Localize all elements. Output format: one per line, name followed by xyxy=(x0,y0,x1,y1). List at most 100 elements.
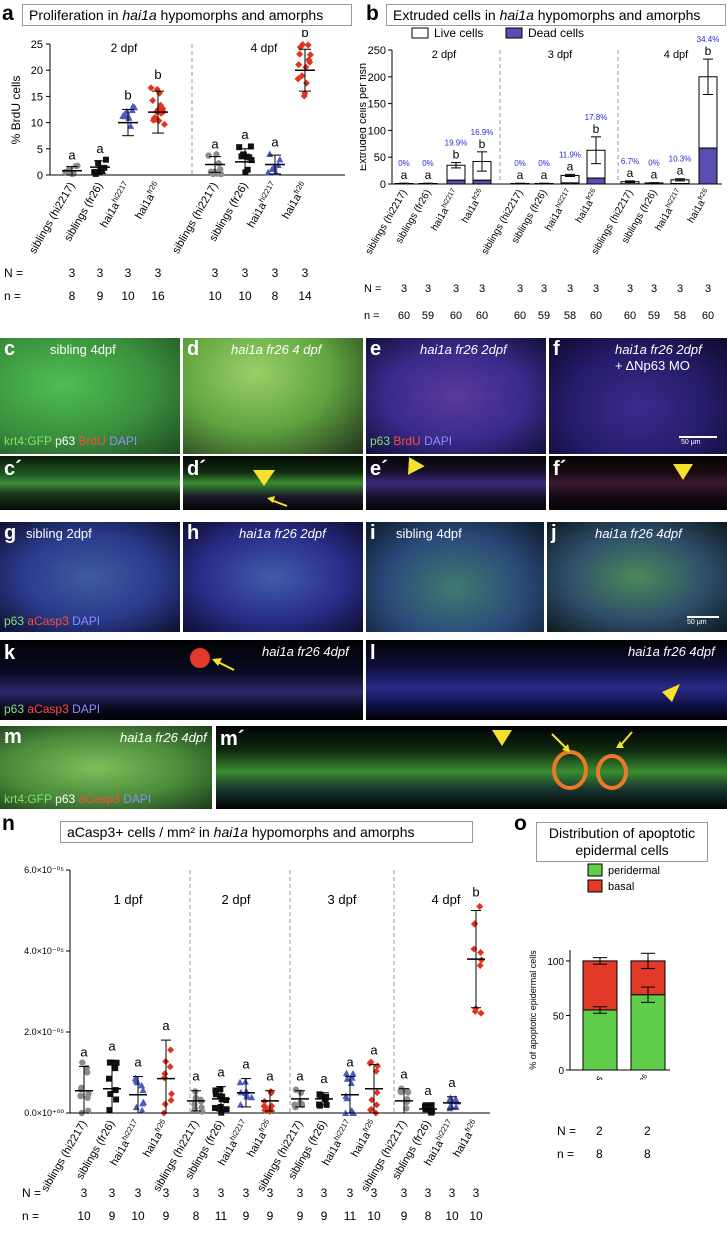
dead-percent: 11.9% xyxy=(559,150,581,159)
N-value: 3 xyxy=(193,1186,200,1200)
image-e-hai1a-2dpf: e hai1a fr26 2dpf p63 BrdU DAPI xyxy=(366,338,546,454)
data-point xyxy=(267,1089,275,1097)
y-tick-label: 0 xyxy=(380,179,386,191)
n-label: n = xyxy=(364,310,380,322)
image-d-prime: d´ xyxy=(183,456,363,510)
panel-g-label: sibling 2dpf xyxy=(26,526,92,541)
n-value: 14 xyxy=(298,289,312,303)
data-point xyxy=(212,1091,219,1098)
n-value: 60 xyxy=(590,310,602,322)
image-l: l hai1a fr26 4dpf xyxy=(366,640,727,720)
N-value: 3 xyxy=(97,266,104,280)
panel-a-chart: 0 5 10 15 20 25 % BrdU cells 2 dpf 4 dpf a sibling… xyxy=(4,30,345,303)
panel-a-title: Proliferation in hai1a hypomorphs and am… xyxy=(22,4,352,26)
y-tick-label: 6.0×10⁻⁰⁵ xyxy=(24,865,64,875)
data-point xyxy=(244,153,251,160)
data-point xyxy=(294,75,302,83)
significance-letter: a xyxy=(162,1018,170,1033)
significance-letter: b xyxy=(593,122,600,136)
data-point xyxy=(77,1092,84,1100)
N-value: 3 xyxy=(479,283,485,295)
n-label: n = xyxy=(4,289,21,303)
stage-label: 3 dpf xyxy=(548,49,573,61)
data-point xyxy=(150,114,158,122)
bar-basal xyxy=(582,960,618,1011)
n-value: 9 xyxy=(243,1209,250,1223)
N-value: 3 xyxy=(218,1186,225,1200)
N-value: 3 xyxy=(212,266,219,280)
N-value: 3 xyxy=(321,1186,328,1200)
n-value: 8 xyxy=(425,1209,432,1223)
image-c-sibling-4dpf: c sibling 4dpf krt4:GFP p63 BrdU DAPI xyxy=(0,338,180,454)
data-point xyxy=(477,1009,485,1017)
panel-d-letter: d xyxy=(187,338,200,360)
n-value: 8 xyxy=(193,1209,200,1223)
data-point xyxy=(139,1086,147,1094)
N-value: 3 xyxy=(109,1186,116,1200)
x-tick-label: siblings (hi2217) xyxy=(590,188,636,257)
data-point xyxy=(240,151,247,158)
arrows-m-prime xyxy=(492,730,633,790)
significance-letter: a xyxy=(400,1067,408,1082)
data-point xyxy=(477,956,485,964)
data-point xyxy=(304,41,312,49)
panel-n-letter: n xyxy=(2,812,15,835)
data-point xyxy=(237,1101,245,1108)
panel-h-label: hai1a fr26 2dpf xyxy=(239,526,326,541)
x-tick-label: hai1afr26 xyxy=(459,187,488,225)
N-value: 3 xyxy=(541,283,547,295)
panel-b-chart: Live cells Dead cells 0 50 100 150 200 250 Extru… xyxy=(360,26,722,322)
significance-letter: b xyxy=(453,148,460,162)
significance-letter: b xyxy=(124,88,131,103)
significance-letter: a xyxy=(192,1069,200,1084)
data-point xyxy=(223,1097,230,1104)
panel-n-chart: 0.0×10⁺⁰⁰ 2.0×10⁻⁰⁵ 4.0×10⁻⁰⁵ 6.0×10⁻⁰⁵ 1 dp… xyxy=(22,865,490,1223)
y-tick-label: 150 xyxy=(368,99,386,111)
y-tick-label: 20 xyxy=(31,65,43,77)
bar-dead xyxy=(446,179,466,185)
x-tick-label: siblings (hi2217) xyxy=(170,181,220,256)
data-point xyxy=(166,1063,174,1071)
x-tick-label: siblings (hi2217) xyxy=(364,188,410,257)
image-k: k hai1a fr26 4dpf p63 aCasp3 DAPI xyxy=(0,640,363,720)
data-point xyxy=(217,1086,224,1093)
bar-peridermal xyxy=(582,1009,618,1071)
bar-dead xyxy=(560,182,580,185)
N-value: 3 xyxy=(473,1186,480,1200)
data-point xyxy=(302,63,310,71)
y-tick-label: 200 xyxy=(368,72,386,84)
y-tick-label: 15 xyxy=(31,91,43,103)
panel-m-label: hai1a fr26 4dpf xyxy=(120,730,207,745)
data-point xyxy=(295,61,303,69)
N-value: 3 xyxy=(243,1186,250,1200)
n-value: 10 xyxy=(238,289,252,303)
significance-letter: a xyxy=(80,1044,88,1059)
stage-label: 4 dpf xyxy=(251,41,278,55)
panel-b-title: Extruded cells in hai1a hypomorphs and a… xyxy=(386,4,726,26)
n-value: 59 xyxy=(648,310,660,322)
dead-percent: 0% xyxy=(422,159,434,168)
legend-dead-label: Dead cells xyxy=(528,26,584,40)
data-point xyxy=(373,1089,381,1097)
N-label: N = xyxy=(557,1124,577,1138)
data-point xyxy=(198,1108,206,1115)
n-value: 9 xyxy=(321,1209,328,1223)
N-value: 2 xyxy=(596,1124,603,1138)
significance-letter: a xyxy=(320,1071,328,1086)
N-label: N = xyxy=(4,266,23,280)
significance-letter: a xyxy=(517,168,524,182)
stage-label: 2 dpf xyxy=(222,892,251,907)
bar-dead xyxy=(472,179,492,185)
data-point xyxy=(471,920,479,928)
n-value: 10 xyxy=(367,1209,381,1223)
stage-label: 2 dpf xyxy=(111,41,138,55)
significance-letter: a xyxy=(346,1055,354,1070)
y-tick-label: 100 xyxy=(547,957,564,968)
significance-letter: b xyxy=(301,30,308,40)
bar-peridermal xyxy=(630,994,666,1071)
n-value: 8 xyxy=(596,1147,603,1161)
data-point xyxy=(403,1105,410,1112)
N-value: 3 xyxy=(453,283,459,295)
y-axis-label: % of apoptotic epidermal cells xyxy=(528,950,538,1070)
panel-c-legend: krt4:GFP p63 BrdU DAPI xyxy=(4,434,138,448)
